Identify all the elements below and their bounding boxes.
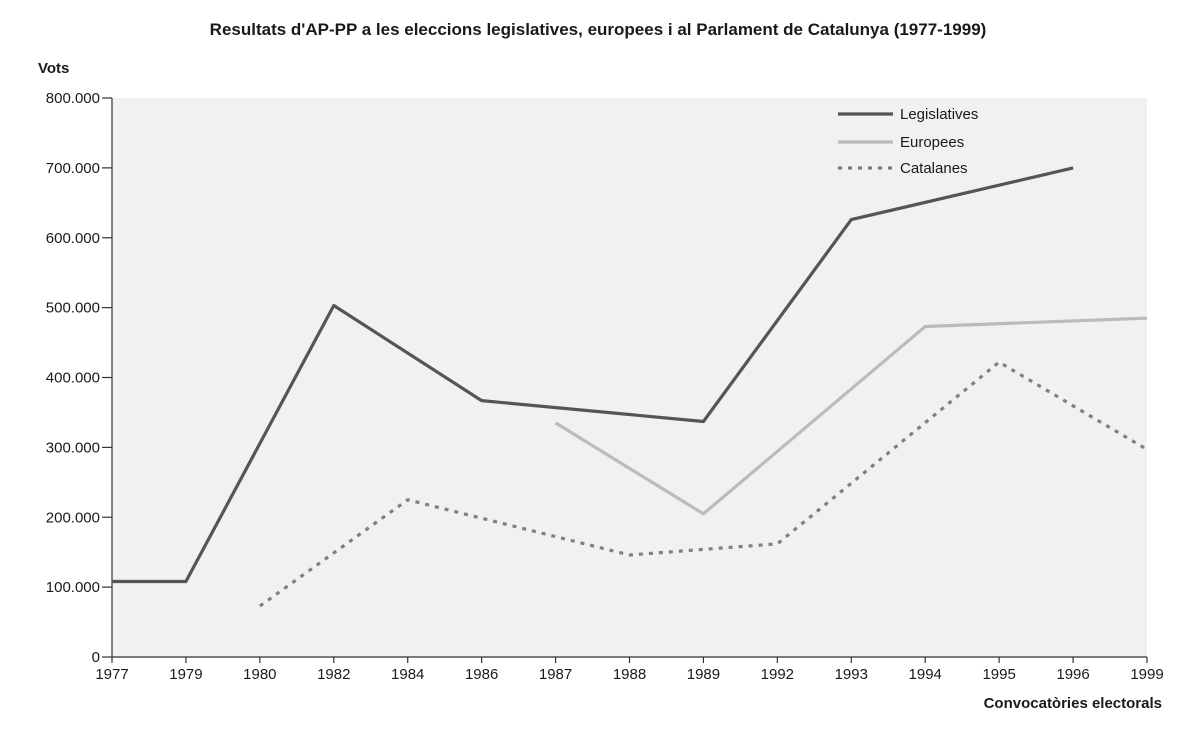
y-tick-label: 800.000 — [46, 90, 100, 107]
x-axis: 1977 1979 1980 1982 1984 1986 1987 1988 1989 1992… — [95, 656, 1164, 683]
legend-label-legislatives: Legislatives — [900, 106, 978, 123]
y-tick-label: 700.000 — [46, 160, 100, 177]
x-tick-label: 1982 — [317, 666, 350, 683]
series-line-legislatives — [112, 166, 1074, 584]
x-tick-label: 1986 — [465, 666, 498, 683]
x-axis-title: Convocatòries electorals — [984, 695, 1162, 712]
legend-label-catalanes: Catalanes — [900, 160, 968, 177]
x-tick-label: 1999 — [1130, 666, 1163, 683]
chart-title: Resultats d'AP-PP a les eleccions legisl… — [210, 20, 987, 39]
y-axis: 0 100.000 200.000 300.000 400.000 500.000 600.… — [46, 90, 113, 666]
y-tick-label: 600.000 — [46, 230, 100, 247]
y-tick-label: 200.000 — [46, 509, 100, 526]
y-tick-label: 500.000 — [46, 300, 100, 317]
x-tick-label: 1984 — [391, 666, 424, 683]
series-layer — [112, 166, 1148, 608]
legend: Legislatives Europees Catalanes — [838, 106, 978, 177]
plot-area — [112, 98, 1147, 657]
legend-label-europees: Europees — [900, 134, 964, 151]
y-tick-label: 400.000 — [46, 370, 100, 387]
x-tick-label: 1987 — [539, 666, 572, 683]
y-axis-title: Vots — [38, 60, 69, 77]
x-tick-label: 1993 — [835, 666, 868, 683]
x-tick-label: 1995 — [982, 666, 1015, 683]
y-tick-label: 0 — [92, 649, 100, 666]
series-line-catalanes — [258, 360, 1148, 608]
x-tick-label: 1992 — [761, 666, 794, 683]
series-line-europees — [554, 316, 1148, 516]
x-tick-label: 1994 — [909, 666, 942, 683]
x-tick-label: 1980 — [243, 666, 276, 683]
y-tick-label: 100.000 — [46, 579, 100, 596]
y-tick-label: 300.000 — [46, 439, 100, 456]
x-tick-label: 1989 — [687, 666, 720, 683]
x-tick-label: 1996 — [1056, 666, 1089, 683]
x-tick-label: 1979 — [169, 666, 202, 683]
x-tick-label: 1988 — [613, 666, 646, 683]
x-tick-label: 1977 — [95, 666, 128, 683]
